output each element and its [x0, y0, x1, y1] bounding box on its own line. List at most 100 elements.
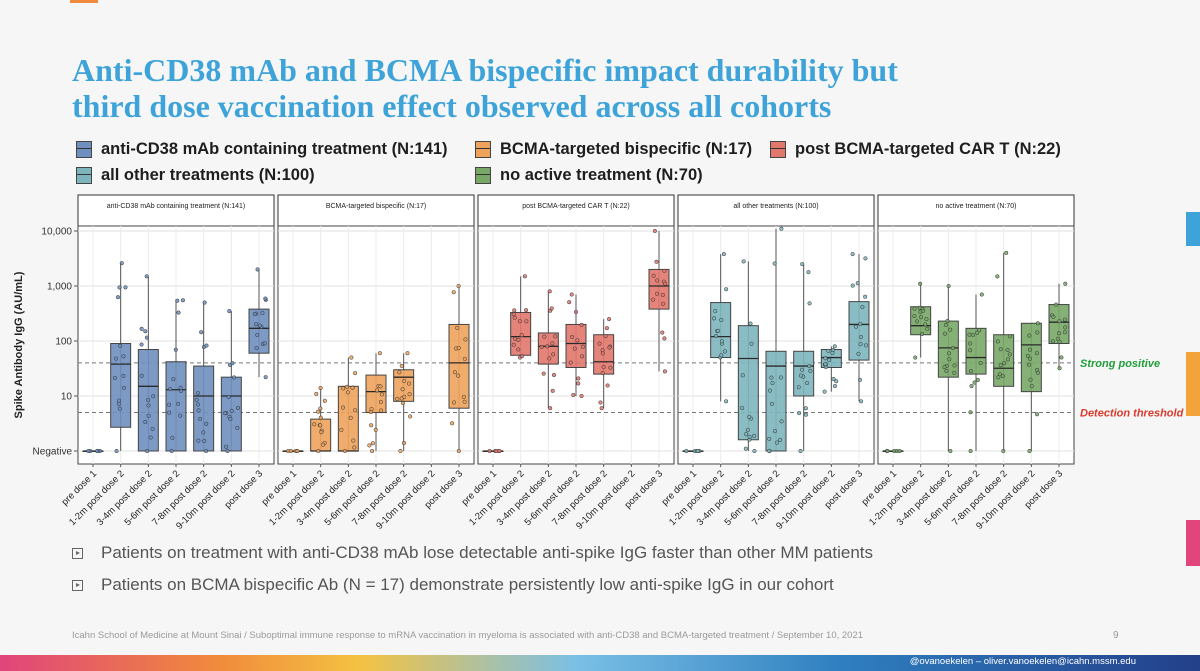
- data-point: [168, 387, 173, 392]
- data-point: [853, 324, 858, 329]
- data-point: [713, 309, 718, 314]
- data-point: [352, 445, 357, 450]
- data-point: [945, 318, 950, 324]
- data-point: [353, 371, 358, 376]
- data-point: [262, 341, 267, 346]
- data-point: [1025, 353, 1030, 358]
- data-point: [229, 408, 234, 413]
- data-point: [148, 435, 153, 440]
- bullet-item: Patients on BCMA bispecific Ab (N = 17) …: [72, 575, 834, 595]
- data-point: [598, 400, 603, 405]
- data-point: [863, 343, 868, 348]
- data-point: [774, 440, 780, 445]
- data-point: [808, 368, 813, 373]
- data-point: [744, 432, 749, 437]
- data-point: [253, 322, 259, 327]
- boxplot-chart: Spike Antibody IgG (AU/mL) Negative 10 100 1…: [13, 194, 1184, 532]
- data-point: [345, 390, 350, 395]
- data-point: [408, 414, 413, 419]
- top-accent: [70, 0, 98, 3]
- data-point: [995, 274, 1000, 279]
- data-point: [257, 323, 262, 328]
- data-point: [176, 310, 181, 315]
- data-point: [511, 312, 516, 317]
- data-point: [968, 448, 973, 454]
- data-point: [316, 409, 321, 414]
- data-point: [450, 421, 455, 426]
- data-point: [803, 406, 808, 411]
- data-point: [855, 281, 860, 286]
- data-point: [204, 448, 209, 454]
- data-point: [1027, 333, 1032, 338]
- legend-swatch: [770, 141, 786, 158]
- data-point: [150, 426, 155, 431]
- title-line-1: Anti-CD38 mAb and BCMA bispecific impact…: [72, 52, 898, 88]
- data-point: [799, 367, 805, 372]
- data-point: [463, 337, 468, 342]
- data-point: [318, 385, 323, 391]
- data-point: [807, 301, 812, 306]
- data-point: [897, 448, 902, 454]
- data-point: [226, 394, 231, 399]
- data-point: [1035, 330, 1040, 335]
- data-point: [517, 319, 522, 324]
- bullet-arrow-icon: [72, 547, 83, 559]
- data-point: [145, 448, 150, 454]
- data-point: [711, 316, 717, 321]
- data-point: [400, 387, 405, 392]
- data-point: [998, 363, 1003, 368]
- data-point: [117, 285, 122, 290]
- data-point: [662, 268, 667, 273]
- data-point: [807, 363, 812, 369]
- data-point: [832, 344, 837, 349]
- data-point: [322, 398, 327, 403]
- data-point: [860, 305, 865, 310]
- data-point: [1004, 250, 1009, 255]
- data-point: [139, 326, 144, 331]
- data-point: [654, 259, 659, 264]
- data-point: [143, 419, 148, 425]
- data-point: [227, 362, 233, 368]
- data-point: [370, 448, 375, 454]
- facet-strip-label: post BCMA-targeted CAR T (N:22): [522, 203, 630, 210]
- data-point: [194, 397, 199, 402]
- box: [448, 323, 470, 409]
- data-point: [550, 388, 555, 393]
- data-point: [800, 262, 805, 267]
- data-point: [402, 378, 407, 383]
- data-point: [547, 289, 552, 294]
- footer-text: Icahn School of Medicine at Mount Sinai …: [72, 630, 864, 641]
- data-point: [600, 351, 605, 356]
- data-point: [604, 326, 610, 331]
- data-point: [858, 321, 863, 326]
- data-point: [455, 373, 461, 378]
- box: [848, 301, 870, 361]
- data-point: [167, 410, 172, 415]
- reference-line-label: Strong positive: [1080, 358, 1160, 370]
- data-point: [1056, 331, 1062, 336]
- data-point: [944, 368, 949, 374]
- data-point: [661, 301, 666, 306]
- data-point: [539, 344, 544, 349]
- data-point: [719, 317, 724, 323]
- data-point: [1035, 321, 1040, 326]
- data-point: [952, 363, 957, 368]
- y-tick-label: Negative: [33, 447, 73, 458]
- data-point: [1063, 281, 1068, 286]
- legend-item-anti-cd38: anti-CD38 mAb containing treatment (N:14…: [76, 140, 448, 159]
- data-point: [378, 399, 383, 404]
- data-point: [461, 394, 466, 400]
- data-point: [975, 330, 980, 335]
- bottom-gradient-bar: [0, 655, 1200, 671]
- data-point: [316, 448, 321, 454]
- data-point: [519, 354, 525, 359]
- data-point: [722, 349, 727, 354]
- data-point: [379, 392, 384, 397]
- data-point: [318, 423, 323, 428]
- data-point: [1051, 314, 1056, 319]
- box: [248, 308, 270, 354]
- data-point: [772, 261, 777, 266]
- data-point: [115, 295, 121, 300]
- data-point: [740, 406, 745, 411]
- data-point: [1007, 352, 1012, 357]
